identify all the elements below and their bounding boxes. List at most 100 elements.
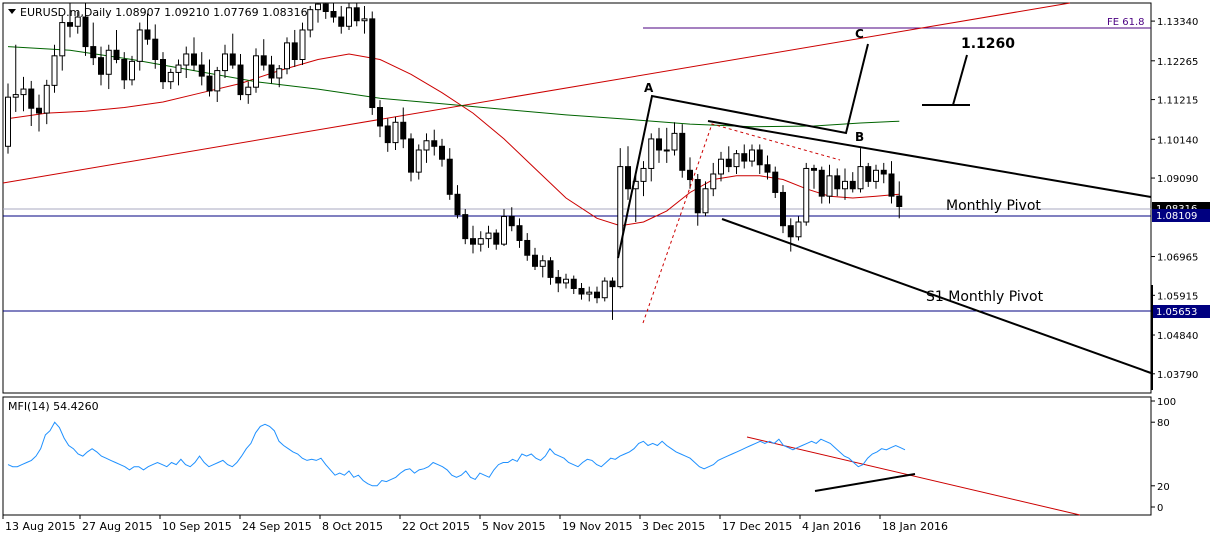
candle [524, 233, 531, 261]
monthly-pivot-label: Monthly Pivot [946, 198, 1041, 214]
candle [687, 157, 693, 189]
candle [113, 29, 120, 64]
candle [772, 166, 779, 198]
candle-body-bear [237, 64, 244, 96]
candle-body-bull [617, 166, 624, 288]
candle-body-bear [338, 16, 345, 27]
candle-body-bull [105, 49, 112, 75]
candle-body-bull [361, 18, 368, 22]
candle [849, 172, 856, 193]
candle-body-bear [191, 53, 197, 66]
candle [74, 11, 81, 34]
candle-body-bull [222, 53, 228, 72]
candle-body-bull [284, 42, 290, 70]
candle-body-bear [756, 149, 763, 166]
candle-body-bull [136, 29, 143, 62]
candle [508, 207, 515, 232]
candle [733, 149, 740, 174]
candle-body-bull [586, 291, 593, 295]
candle [392, 116, 399, 150]
candle [470, 225, 476, 254]
candle [90, 22, 97, 66]
candle-body-bull [749, 149, 755, 162]
candle-body-bear [113, 49, 120, 61]
candle-body-bull [392, 121, 399, 144]
candle-body-bear [679, 132, 686, 171]
candle [787, 218, 794, 252]
candle-body-bear [377, 107, 383, 127]
candle-body-bear [144, 29, 151, 40]
candle [67, 3, 73, 38]
candle [756, 144, 763, 174]
candle-body-bear [454, 193, 461, 216]
candle [98, 46, 104, 86]
candle [361, 5, 368, 34]
candle-body-bull [795, 221, 802, 238]
candle-body-bull [663, 149, 670, 152]
candle [826, 164, 833, 204]
candle-body-bear [160, 59, 166, 83]
candle [640, 161, 647, 197]
candle [51, 44, 58, 93]
candle-body-bull [214, 70, 221, 92]
candle [578, 282, 585, 300]
price-tick-label: 1.11215 [1157, 96, 1198, 107]
time-tick-label: 13 Aug 2015 [5, 520, 75, 533]
candle [865, 162, 872, 187]
candle-body-bull [51, 55, 58, 86]
indicator-panel-frame [2, 396, 1152, 516]
candle-body-bear [818, 169, 825, 197]
candle [710, 162, 717, 197]
time-tick-label: 18 Jan 2016 [882, 520, 948, 533]
candle [873, 164, 879, 189]
pivot-price-badge-text: 1.08109 [1156, 211, 1197, 222]
target-label: 1.1260 [961, 36, 1015, 52]
candle-body-bear [431, 140, 438, 147]
candle-body-bull [183, 53, 190, 66]
channel-upper-line [707, 120, 1152, 198]
mfi-series [7, 421, 906, 487]
candle-body-bear [28, 88, 35, 109]
candle-body-bear [508, 215, 515, 227]
candle [222, 44, 228, 78]
candle [152, 24, 159, 69]
price-tick-label: 1.05915 [1157, 291, 1198, 302]
candle [214, 66, 221, 102]
candle-body-bull [857, 166, 864, 190]
candle [842, 168, 848, 200]
candle [803, 162, 810, 226]
candle [439, 138, 445, 167]
candle [206, 59, 213, 97]
dropdown-triangle-icon[interactable] [8, 9, 16, 14]
candle [454, 185, 461, 219]
candle [431, 129, 438, 156]
symbol-header: EURUSD.m,Daily 1.08907 1.09210 1.07769 1… [20, 6, 308, 19]
candle [353, 3, 360, 27]
candle-body-bull [671, 132, 678, 151]
candle [896, 181, 903, 219]
candle-body-bear [470, 238, 476, 245]
candle [198, 52, 205, 86]
candle [322, 3, 329, 19]
candle-body-bear [625, 166, 631, 190]
time-tick-label: 19 Nov 2015 [562, 520, 632, 533]
mfi-trendline [746, 436, 1081, 516]
price-tick-label: 1.13340 [1157, 17, 1198, 28]
candle [485, 225, 492, 248]
candle-body-bear [594, 291, 600, 299]
target-pointer [952, 54, 968, 106]
candle [276, 65, 283, 88]
candle [516, 218, 523, 248]
candle [818, 166, 825, 204]
candle-body-bear [330, 10, 337, 18]
candle-body-bear [446, 158, 453, 195]
candle-body-bull [245, 86, 252, 96]
candle [857, 148, 864, 193]
candle-body-bull [873, 169, 879, 182]
candlesticks [5, 3, 903, 320]
candle [462, 209, 469, 245]
candle-body-bear [725, 158, 732, 168]
candle-body-bull [59, 22, 66, 57]
time-tick-label: 27 Aug 2015 [82, 520, 152, 533]
